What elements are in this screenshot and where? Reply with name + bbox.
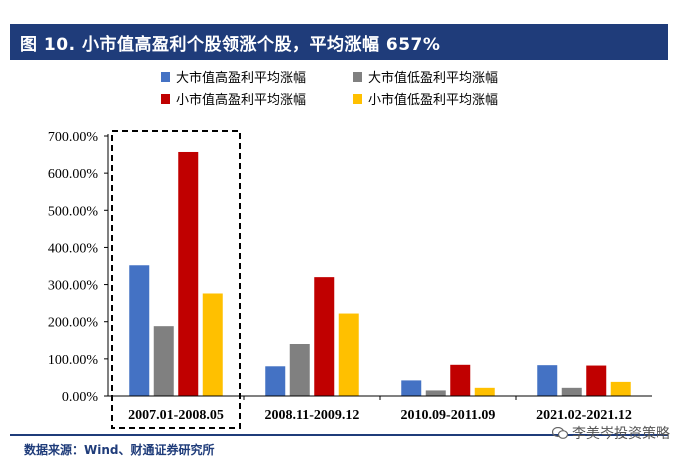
watermark-text: 李美岑投资策略 bbox=[572, 426, 670, 442]
x-tick-label: 2007.01-2008.05 bbox=[128, 408, 224, 423]
bar-3-4 bbox=[586, 365, 607, 396]
legend-swatch bbox=[353, 94, 362, 104]
y-axis: 0.00% 100.00% 200.00% 300.00% 400.00% 500.00%… bbox=[48, 130, 109, 405]
bar-2-2 bbox=[289, 344, 310, 396]
source-note: 数据来源：Wind、财通证券研究所 bbox=[24, 443, 215, 457]
bar-3-2 bbox=[314, 277, 335, 396]
legend-swatch bbox=[161, 72, 170, 82]
y-tick-label: 700.00% bbox=[48, 130, 99, 145]
y-tick-label: 500.00% bbox=[48, 204, 99, 219]
y-tick-label: 300.00% bbox=[48, 279, 99, 294]
bar-1-3 bbox=[401, 380, 422, 396]
y-tick-label: 200.00% bbox=[48, 316, 99, 331]
legend-label: 小市值高盈利平均涨幅 bbox=[176, 92, 306, 108]
legend-swatch bbox=[353, 72, 362, 82]
legend-label: 大市值低盈利平均涨幅 bbox=[368, 70, 498, 86]
highlight-box bbox=[111, 130, 241, 429]
y-tick-label: 100.00% bbox=[48, 353, 99, 368]
bar-2-3 bbox=[425, 390, 446, 396]
bar-4-4 bbox=[610, 381, 631, 396]
bar-1-1 bbox=[129, 265, 150, 396]
legend-label: 小市值低盈利平均涨幅 bbox=[368, 92, 498, 108]
bar-2-4 bbox=[561, 387, 582, 396]
bottom-rule bbox=[10, 434, 668, 436]
bar-4-1 bbox=[202, 293, 223, 396]
bar-3-1 bbox=[178, 151, 199, 396]
bar-4-2 bbox=[338, 313, 359, 396]
x-tick-label: 2010.09-2011.09 bbox=[401, 408, 496, 423]
watermark: 李美岑投资策略 bbox=[552, 423, 670, 443]
bar-2-1 bbox=[153, 326, 174, 396]
bars bbox=[111, 130, 631, 429]
x-tick-label: 2008.11-2009.12 bbox=[265, 408, 360, 423]
wechat-icon bbox=[552, 427, 568, 439]
chart-title: 图 10. 小市值高盈利个股领涨个股，平均涨幅 657% bbox=[10, 24, 668, 60]
x-axis: 2007.01-2008.05 2008.11-2009.12 2010.09-20… bbox=[108, 395, 652, 423]
legend-label: 大市值高盈利平均涨幅 bbox=[176, 70, 306, 86]
legend-swatch bbox=[161, 94, 170, 104]
x-tick-label: 2021.02-2021.12 bbox=[536, 408, 632, 423]
y-tick-label: 600.00% bbox=[48, 167, 99, 182]
bar-1-4 bbox=[537, 365, 558, 396]
y-tick-label: 400.00% bbox=[48, 241, 99, 256]
bar-3-3 bbox=[450, 364, 471, 396]
bar-1-2 bbox=[265, 366, 286, 396]
y-tick-label: 0.00% bbox=[62, 390, 99, 405]
bar-4-3 bbox=[474, 387, 495, 396]
